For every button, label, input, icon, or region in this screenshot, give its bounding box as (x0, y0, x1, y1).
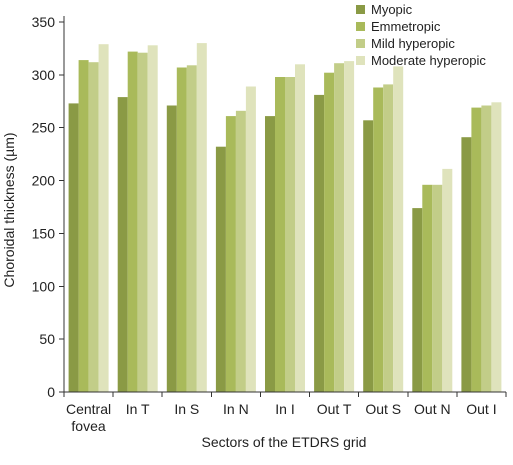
bar (393, 66, 404, 393)
bar (373, 87, 384, 392)
bar (196, 43, 207, 392)
bar (137, 52, 148, 392)
x-tick-label: In N (223, 401, 249, 417)
bar (117, 97, 128, 392)
bar (412, 208, 423, 392)
x-tick-label: In I (275, 401, 294, 417)
x-axis-title: Sectors of the ETDRS grid (202, 434, 367, 450)
y-tick-label: 350 (32, 14, 56, 30)
y-tick-label: 0 (47, 384, 55, 400)
bar (422, 184, 433, 392)
bar (225, 116, 236, 392)
bar (245, 86, 256, 392)
bar (432, 184, 443, 392)
legend: Myopic Emmetropic Mild hyperopic Moderate h… (356, 2, 486, 68)
bar (265, 116, 275, 392)
bar (186, 65, 197, 393)
x-tick-label: Out S (365, 401, 401, 417)
bar (314, 94, 325, 393)
bar (363, 120, 374, 393)
bar (127, 51, 138, 392)
legend-swatch (356, 39, 365, 48)
x-tick-label: In T (126, 401, 150, 417)
x-tick-label: fovea (71, 418, 105, 434)
bar (334, 63, 345, 392)
bar (344, 61, 355, 392)
y-tick-label: 200 (32, 173, 56, 189)
y-tick-label: 100 (32, 278, 56, 294)
x-tick-label: In S (174, 401, 199, 417)
y-tick-label: 300 (32, 67, 56, 83)
x-tick-label: Out N (414, 401, 451, 417)
legend-swatch (356, 56, 365, 65)
legend-label: Myopic (371, 2, 413, 17)
bar (235, 110, 246, 393)
y-tick-label: 150 (32, 225, 56, 241)
bar (324, 72, 335, 392)
bar (88, 62, 99, 392)
bar (481, 105, 492, 392)
bar (147, 45, 158, 393)
x-tick-label: Out T (317, 401, 352, 417)
bar (176, 67, 187, 392)
bars-layer (68, 43, 502, 393)
bar (461, 137, 472, 392)
bar (295, 64, 305, 393)
y-tick-label: 250 (32, 120, 56, 136)
legend-label: Emmetropic (371, 19, 441, 34)
bar (285, 77, 295, 392)
bar (68, 103, 79, 393)
legend-swatch (356, 22, 365, 31)
bar (78, 60, 89, 392)
bar (442, 168, 453, 392)
x-tick-label: Central (66, 401, 111, 417)
bar (491, 102, 502, 393)
y-axis-title: Choroidal thickness (µm) (1, 132, 17, 287)
bar (471, 107, 482, 392)
bar (275, 77, 285, 392)
y-tick-label: 50 (39, 331, 55, 347)
bar (98, 44, 109, 392)
x-tick-label: Out I (466, 401, 496, 417)
bar (215, 146, 226, 392)
legend-swatch (356, 5, 365, 14)
legend-label: Moderate hyperopic (371, 53, 486, 68)
bar (166, 105, 177, 392)
legend-label: Mild hyperopic (371, 36, 455, 51)
bar (383, 84, 394, 393)
